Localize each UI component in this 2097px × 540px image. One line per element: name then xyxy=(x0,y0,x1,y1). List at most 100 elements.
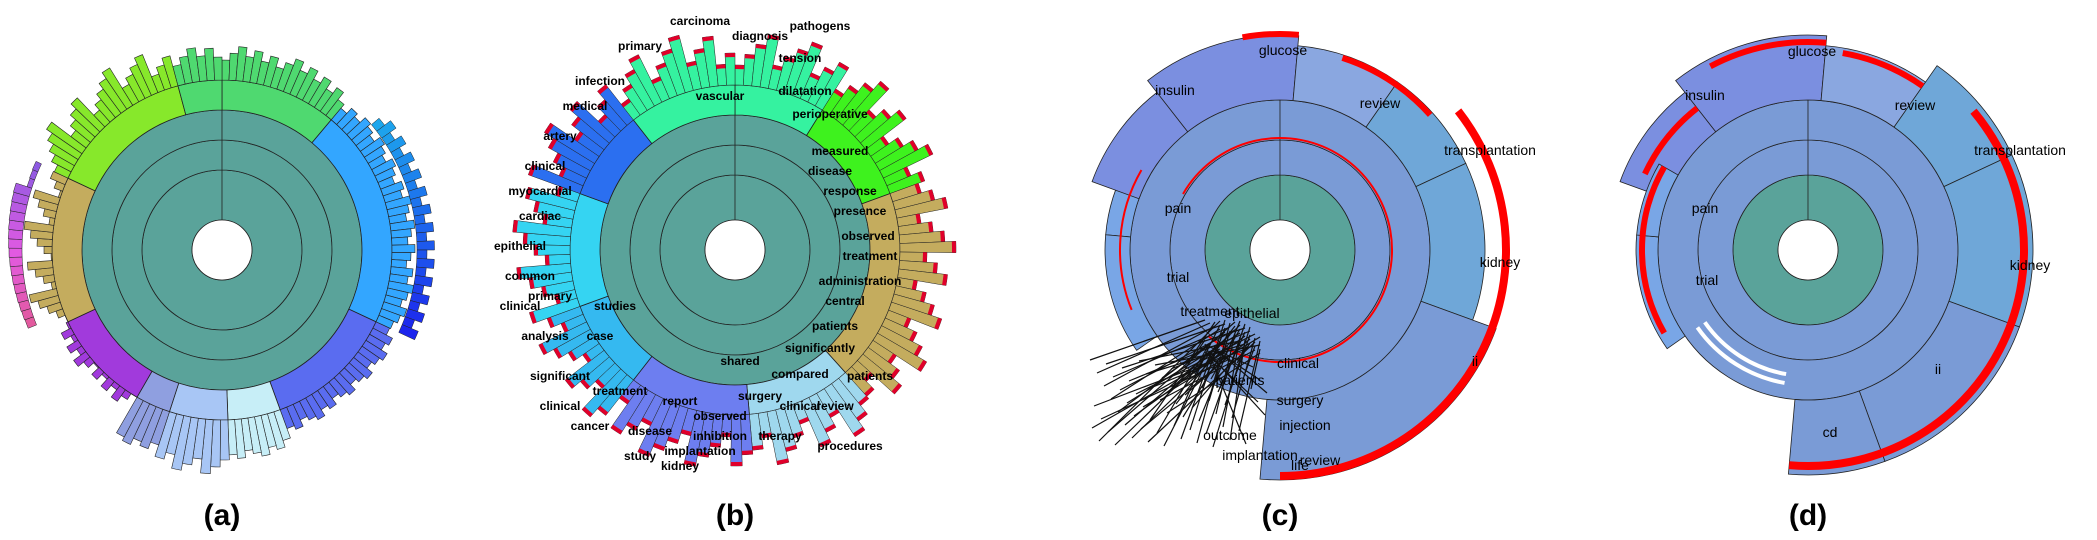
segment-leaf-highlight xyxy=(862,82,874,93)
leader-line xyxy=(1170,348,1221,370)
label-term: life xyxy=(1291,457,1309,473)
label-term: administration xyxy=(819,274,902,288)
segment-leaf-highlight xyxy=(525,187,533,200)
segment-leaf-outer xyxy=(415,266,427,278)
label-term: glucose xyxy=(1259,42,1307,58)
label-term: myocardial xyxy=(508,184,571,198)
leader-line xyxy=(1177,351,1226,383)
label-term: clinical xyxy=(780,399,821,413)
label-term: insulin xyxy=(1155,82,1195,98)
label-term: injection xyxy=(1279,417,1330,433)
segment-leaf-highlight xyxy=(667,436,679,444)
label-term: clinical xyxy=(525,159,566,173)
segment-leaf-outer xyxy=(9,256,23,267)
leader-line xyxy=(1135,333,1256,395)
segment-leaf-highlight xyxy=(560,322,569,333)
label-term: primary xyxy=(528,289,572,303)
label-term: study xyxy=(624,449,656,463)
center-hole xyxy=(704,219,766,281)
label-term: insulin xyxy=(1685,87,1725,103)
highlight-arc xyxy=(1708,39,1827,69)
segment-leaf-highlight xyxy=(597,84,609,95)
segment-leaf-highlight xyxy=(866,109,876,120)
label-term: transplantation xyxy=(1974,142,2066,158)
segment-leaf-highlight xyxy=(767,34,779,41)
label-term: review xyxy=(1360,95,1401,111)
sector-trial xyxy=(1104,234,1158,351)
segment-leaf-highlight xyxy=(697,451,710,458)
segment-leaf-highlight xyxy=(582,352,592,363)
segment-leaf-highlight xyxy=(810,41,823,50)
sector-glucose xyxy=(1675,34,1828,133)
highlight-arc xyxy=(1788,108,2028,470)
label-term: ii xyxy=(1935,361,1941,377)
segment-leaf-highlight xyxy=(569,101,580,113)
label-term: implantation xyxy=(664,444,735,458)
segment-leaf-highlight xyxy=(741,450,753,455)
label-term: outcome xyxy=(1203,427,1257,443)
label-term: report xyxy=(663,394,698,408)
segment-leaf-highlight xyxy=(512,220,518,233)
segment-leaf-highlight xyxy=(819,438,832,448)
segment-leaf-highlight xyxy=(553,152,562,164)
label-term: epithelial xyxy=(494,239,546,253)
label-term: cardiac xyxy=(519,209,561,223)
segment-leaf xyxy=(213,56,223,81)
label-term: glucose xyxy=(1788,43,1836,59)
segment-leaf-highlight xyxy=(641,417,653,426)
label-term: transplantation xyxy=(1444,142,1536,158)
label-term: pathogens xyxy=(790,19,851,33)
highlight-arc xyxy=(1241,31,1300,41)
leader-line xyxy=(1154,344,1261,366)
segment-leaf xyxy=(391,236,409,246)
segment-leaf-highlight xyxy=(702,36,714,42)
segment-leaf-highlight xyxy=(619,394,630,405)
segment-leaf-highlight xyxy=(724,53,735,58)
segment-leaf xyxy=(43,245,53,255)
segment-leaf-highlight xyxy=(792,430,804,439)
highlight-arc xyxy=(1642,105,1700,176)
label-term: analysis xyxy=(521,329,569,343)
segment-leaf-highlight xyxy=(595,378,605,389)
label-term: cd xyxy=(1823,424,1838,440)
label-term: response xyxy=(823,184,877,198)
segment-leaf-highlight xyxy=(556,186,564,197)
segment-leaf-highlight xyxy=(887,353,897,364)
label-term: infection xyxy=(575,74,625,88)
segment-leaf-highlight xyxy=(909,140,919,152)
label-term: review xyxy=(816,399,854,413)
segment-leaf-highlight xyxy=(913,344,923,357)
segment-leaf-outer xyxy=(32,160,42,173)
segment-leaf-highlight xyxy=(911,280,918,291)
center-hole xyxy=(191,219,253,281)
label-term: cancer xyxy=(571,419,610,433)
segment-leaf-highlight xyxy=(924,144,933,156)
caption-c: (c) xyxy=(1262,499,1299,532)
leader-line xyxy=(1100,358,1231,420)
segment-leaf-highlight xyxy=(785,444,797,452)
segment-leaf-highlight xyxy=(894,137,904,149)
segment-leaf-highlight xyxy=(637,448,651,457)
segment-leaf-highlight xyxy=(823,66,835,76)
segment-leaf-highlight xyxy=(652,442,665,451)
segment-leaf-highlight xyxy=(927,304,935,316)
label-term: kidney xyxy=(1480,254,1520,270)
segment-leaf-outer xyxy=(415,231,428,242)
segment-leaf-highlight xyxy=(624,69,636,79)
segment-leaf-highlight xyxy=(798,416,810,425)
label-term: ii xyxy=(1472,353,1478,369)
segment-leaf-highlight xyxy=(655,62,667,71)
segment-leaf-highlight xyxy=(542,213,549,225)
segment-leaf xyxy=(219,419,230,461)
label-term: trial xyxy=(1696,272,1719,288)
segment-leaf-highlight xyxy=(693,48,705,55)
label-term: artery xyxy=(543,129,577,143)
segment-leaf-highlight xyxy=(568,350,577,362)
segment-leaf-highlight xyxy=(686,61,697,68)
segment-leaf-highlight xyxy=(809,72,821,81)
highlight-arc xyxy=(1182,137,1393,364)
segment-leaf-highlight xyxy=(553,347,563,359)
segment-leaf-highlight xyxy=(661,48,673,57)
label-term: studies xyxy=(594,299,636,313)
